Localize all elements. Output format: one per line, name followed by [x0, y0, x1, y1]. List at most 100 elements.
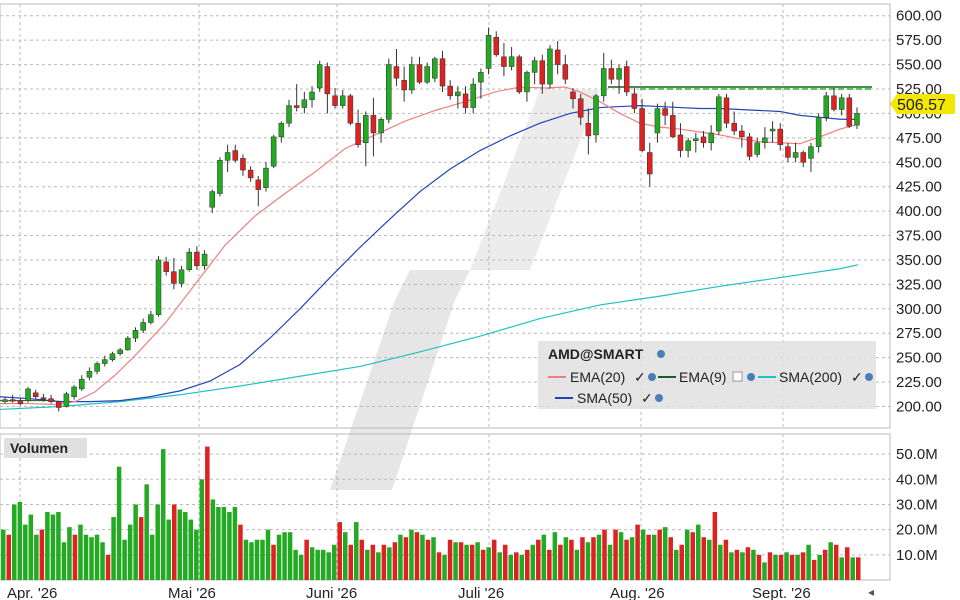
- volume-bar: [558, 544, 563, 580]
- volume-bar: [685, 529, 690, 580]
- candle: [324, 62, 331, 114]
- candle: [785, 142, 791, 163]
- volume-label: Volumen: [10, 440, 68, 456]
- legend-ema20-check-icon[interactable]: ✓: [634, 369, 646, 385]
- candlesticks: [2, 27, 860, 412]
- candle-body: [178, 269, 185, 284]
- volume-bar: [331, 544, 337, 580]
- sma50-line: [0, 105, 855, 403]
- candle-body: [155, 259, 162, 315]
- volume-bar: [127, 524, 133, 580]
- candle: [562, 54, 569, 85]
- candle: [171, 258, 177, 290]
- volume-bar: [376, 552, 381, 580]
- candle-body: [424, 66, 430, 83]
- volume-bar: [839, 557, 844, 580]
- candle-body: [685, 140, 691, 151]
- legend-sma50-check-icon[interactable]: ✓: [641, 390, 653, 406]
- volume-bar: [491, 539, 497, 580]
- candle: [278, 121, 285, 143]
- candle-body: [386, 64, 392, 120]
- candle: [570, 88, 576, 109]
- volume-bar: [172, 504, 177, 580]
- candle-body: [854, 113, 860, 126]
- candle: [339, 89, 346, 109]
- volume-bar: [392, 542, 398, 580]
- price-tick-label: 400.00: [896, 203, 942, 220]
- price-tick-label: 200.00: [896, 399, 942, 416]
- candle-body: [754, 142, 760, 155]
- candle: [117, 347, 123, 356]
- watermark: [330, 90, 600, 490]
- volume-bar: [833, 544, 839, 580]
- volume-bar: [718, 544, 723, 580]
- legend-ema9-settings-icon[interactable]: [747, 373, 755, 381]
- volume-bar: [514, 552, 519, 580]
- candle: [270, 134, 277, 169]
- volume-bar: [420, 534, 425, 580]
- candle-body: [815, 117, 822, 147]
- candle: [723, 93, 730, 129]
- indicator-lines: [0, 86, 872, 411]
- volume-bar: [210, 499, 216, 580]
- candle: [355, 109, 361, 148]
- legend-ema20-settings-icon[interactable]: [648, 373, 656, 381]
- scroll-right-icon[interactable]: ◂: [868, 585, 874, 599]
- last-price-badge-bg: [890, 94, 955, 114]
- volume-bar: [795, 554, 800, 580]
- volume-bar: [580, 537, 585, 580]
- volume-bar: [712, 512, 718, 580]
- candle: [25, 386, 31, 403]
- candle-body: [462, 93, 469, 108]
- price-gridlines: [0, 4, 890, 428]
- candle: [639, 98, 645, 153]
- volume-bar: [254, 539, 260, 580]
- candle-body: [324, 66, 331, 95]
- legend-sma200-settings-icon[interactable]: [865, 373, 873, 381]
- price-tick-label: 450.00: [896, 154, 942, 171]
- candle-body: [693, 138, 699, 142]
- volume-bar: [480, 549, 486, 580]
- candle: [531, 56, 538, 85]
- candle: [386, 58, 392, 124]
- legend-ema9-checkbox[interactable]: [732, 371, 743, 382]
- volume-bar: [276, 534, 282, 580]
- candle: [63, 391, 70, 408]
- volume-bar: [227, 512, 232, 580]
- candle-body: [40, 397, 47, 400]
- price-tick-label: 575.00: [896, 32, 942, 49]
- symbol-settings-icon[interactable]: [657, 350, 665, 358]
- candle-body: [616, 68, 622, 80]
- candle-body: [132, 330, 139, 339]
- volume-bar: [409, 529, 414, 580]
- volume-bar: [199, 479, 205, 580]
- candle: [32, 389, 39, 399]
- volume-bar: [359, 539, 365, 580]
- volume-bar: [28, 514, 34, 580]
- volume-bar: [144, 484, 149, 580]
- volume-bar: [6, 534, 12, 580]
- legend-sma50: SMA(50): [577, 390, 632, 406]
- candle-body: [547, 48, 553, 85]
- candle-body: [808, 146, 814, 159]
- volume-bar: [160, 449, 166, 580]
- candle-body: [785, 146, 791, 158]
- candle: [716, 93, 722, 135]
- legend-sma50-settings-icon[interactable]: [655, 394, 663, 402]
- volume-bar: [94, 534, 100, 580]
- candle-body: [639, 108, 645, 151]
- volume-bar: [398, 534, 403, 580]
- candle-body: [17, 400, 24, 404]
- candle: [447, 80, 453, 100]
- volume-bar: [800, 552, 806, 580]
- candle-body: [247, 169, 254, 179]
- candle: [593, 93, 599, 143]
- legend-sma200-check-icon[interactable]: ✓: [851, 369, 863, 385]
- candle-body: [478, 72, 484, 83]
- volume-bars: [1, 446, 861, 580]
- candle-body: [516, 56, 523, 93]
- candle-body: [201, 253, 208, 267]
- volume-panel-label: Volumen: [4, 438, 87, 458]
- legend[interactable]: AMD@SMART EMA(20) ✓ EMA(9) SMA(200) ✓ SM…: [538, 341, 876, 409]
- candle-body: [148, 314, 154, 323]
